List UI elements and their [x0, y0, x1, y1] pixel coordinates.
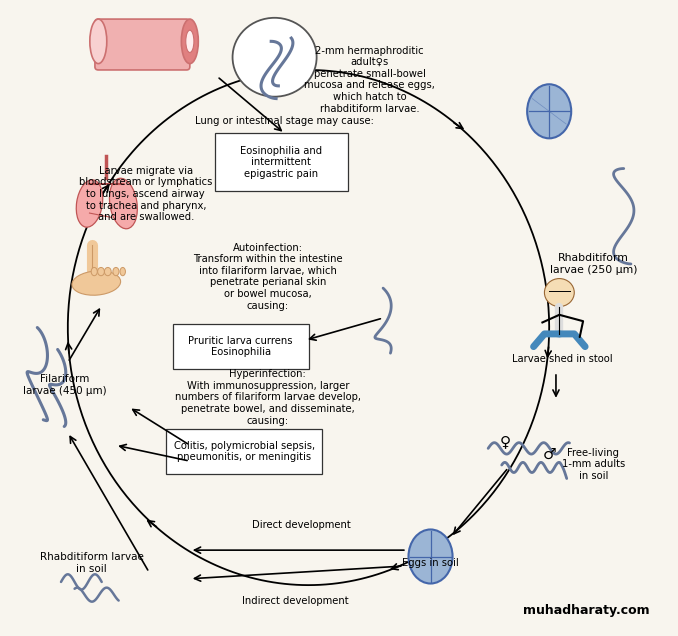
Circle shape [544, 279, 574, 307]
Text: Indirect development: Indirect development [241, 596, 348, 606]
Text: Direct development: Direct development [252, 520, 351, 530]
Text: Eosinophilia and
intermittent
epigastric pain: Eosinophilia and intermittent epigastric… [240, 146, 323, 179]
Ellipse shape [408, 529, 453, 584]
Text: Autoinfection:
Transform within the intestine
into filariform larvae, which
pene: Autoinfection: Transform within the inte… [193, 243, 342, 310]
FancyBboxPatch shape [165, 429, 323, 474]
Ellipse shape [98, 267, 104, 275]
Circle shape [233, 18, 317, 97]
Ellipse shape [120, 267, 125, 275]
Ellipse shape [76, 180, 103, 227]
Ellipse shape [182, 19, 199, 64]
Ellipse shape [113, 267, 119, 275]
FancyBboxPatch shape [215, 134, 348, 191]
Ellipse shape [89, 19, 106, 64]
Ellipse shape [104, 267, 111, 275]
Text: Hyperinfection:
With immunosuppression, larger
numbers of filariform larvae deve: Hyperinfection: With immunosuppression, … [175, 370, 361, 425]
Text: Larvae shed in stool: Larvae shed in stool [513, 354, 613, 364]
Ellipse shape [527, 85, 571, 139]
Text: Larvae migrate via
bloodstream or lymphatics
to lungs, ascend airway
to trachea : Larvae migrate via bloodstream or lympha… [79, 166, 212, 222]
Text: Colitis, polymicrobial sepsis,
pneumonitis, or meningitis: Colitis, polymicrobial sepsis, pneumonit… [174, 441, 315, 462]
FancyBboxPatch shape [172, 324, 308, 369]
Text: Eggs in soil: Eggs in soil [402, 558, 459, 568]
Text: Free-living
1-mm adults
in soil: Free-living 1-mm adults in soil [561, 448, 625, 481]
Text: ♂: ♂ [542, 447, 556, 462]
Ellipse shape [109, 178, 138, 229]
Text: 2-mm hermaphroditic
adult♀s
penetrate small-bowel
mucosa and release eggs,
which: 2-mm hermaphroditic adult♀s penetrate sm… [304, 46, 435, 113]
Text: Rhabditiform
larvae (250 μm): Rhabditiform larvae (250 μm) [549, 253, 637, 275]
Text: Lung or intestinal stage may cause:: Lung or intestinal stage may cause: [195, 116, 374, 126]
Ellipse shape [72, 271, 121, 295]
Text: Rhabditiform larvae
in soil: Rhabditiform larvae in soil [39, 552, 144, 574]
Text: ♀: ♀ [500, 434, 511, 450]
Text: Pruritic larva currens
Eosinophilia: Pruritic larva currens Eosinophilia [188, 336, 293, 357]
FancyBboxPatch shape [95, 19, 190, 70]
Text: muhadharaty.com: muhadharaty.com [523, 604, 650, 617]
Text: Filariform
larvae (450 μm): Filariform larvae (450 μm) [22, 374, 106, 396]
Ellipse shape [91, 267, 98, 275]
Ellipse shape [186, 30, 194, 52]
